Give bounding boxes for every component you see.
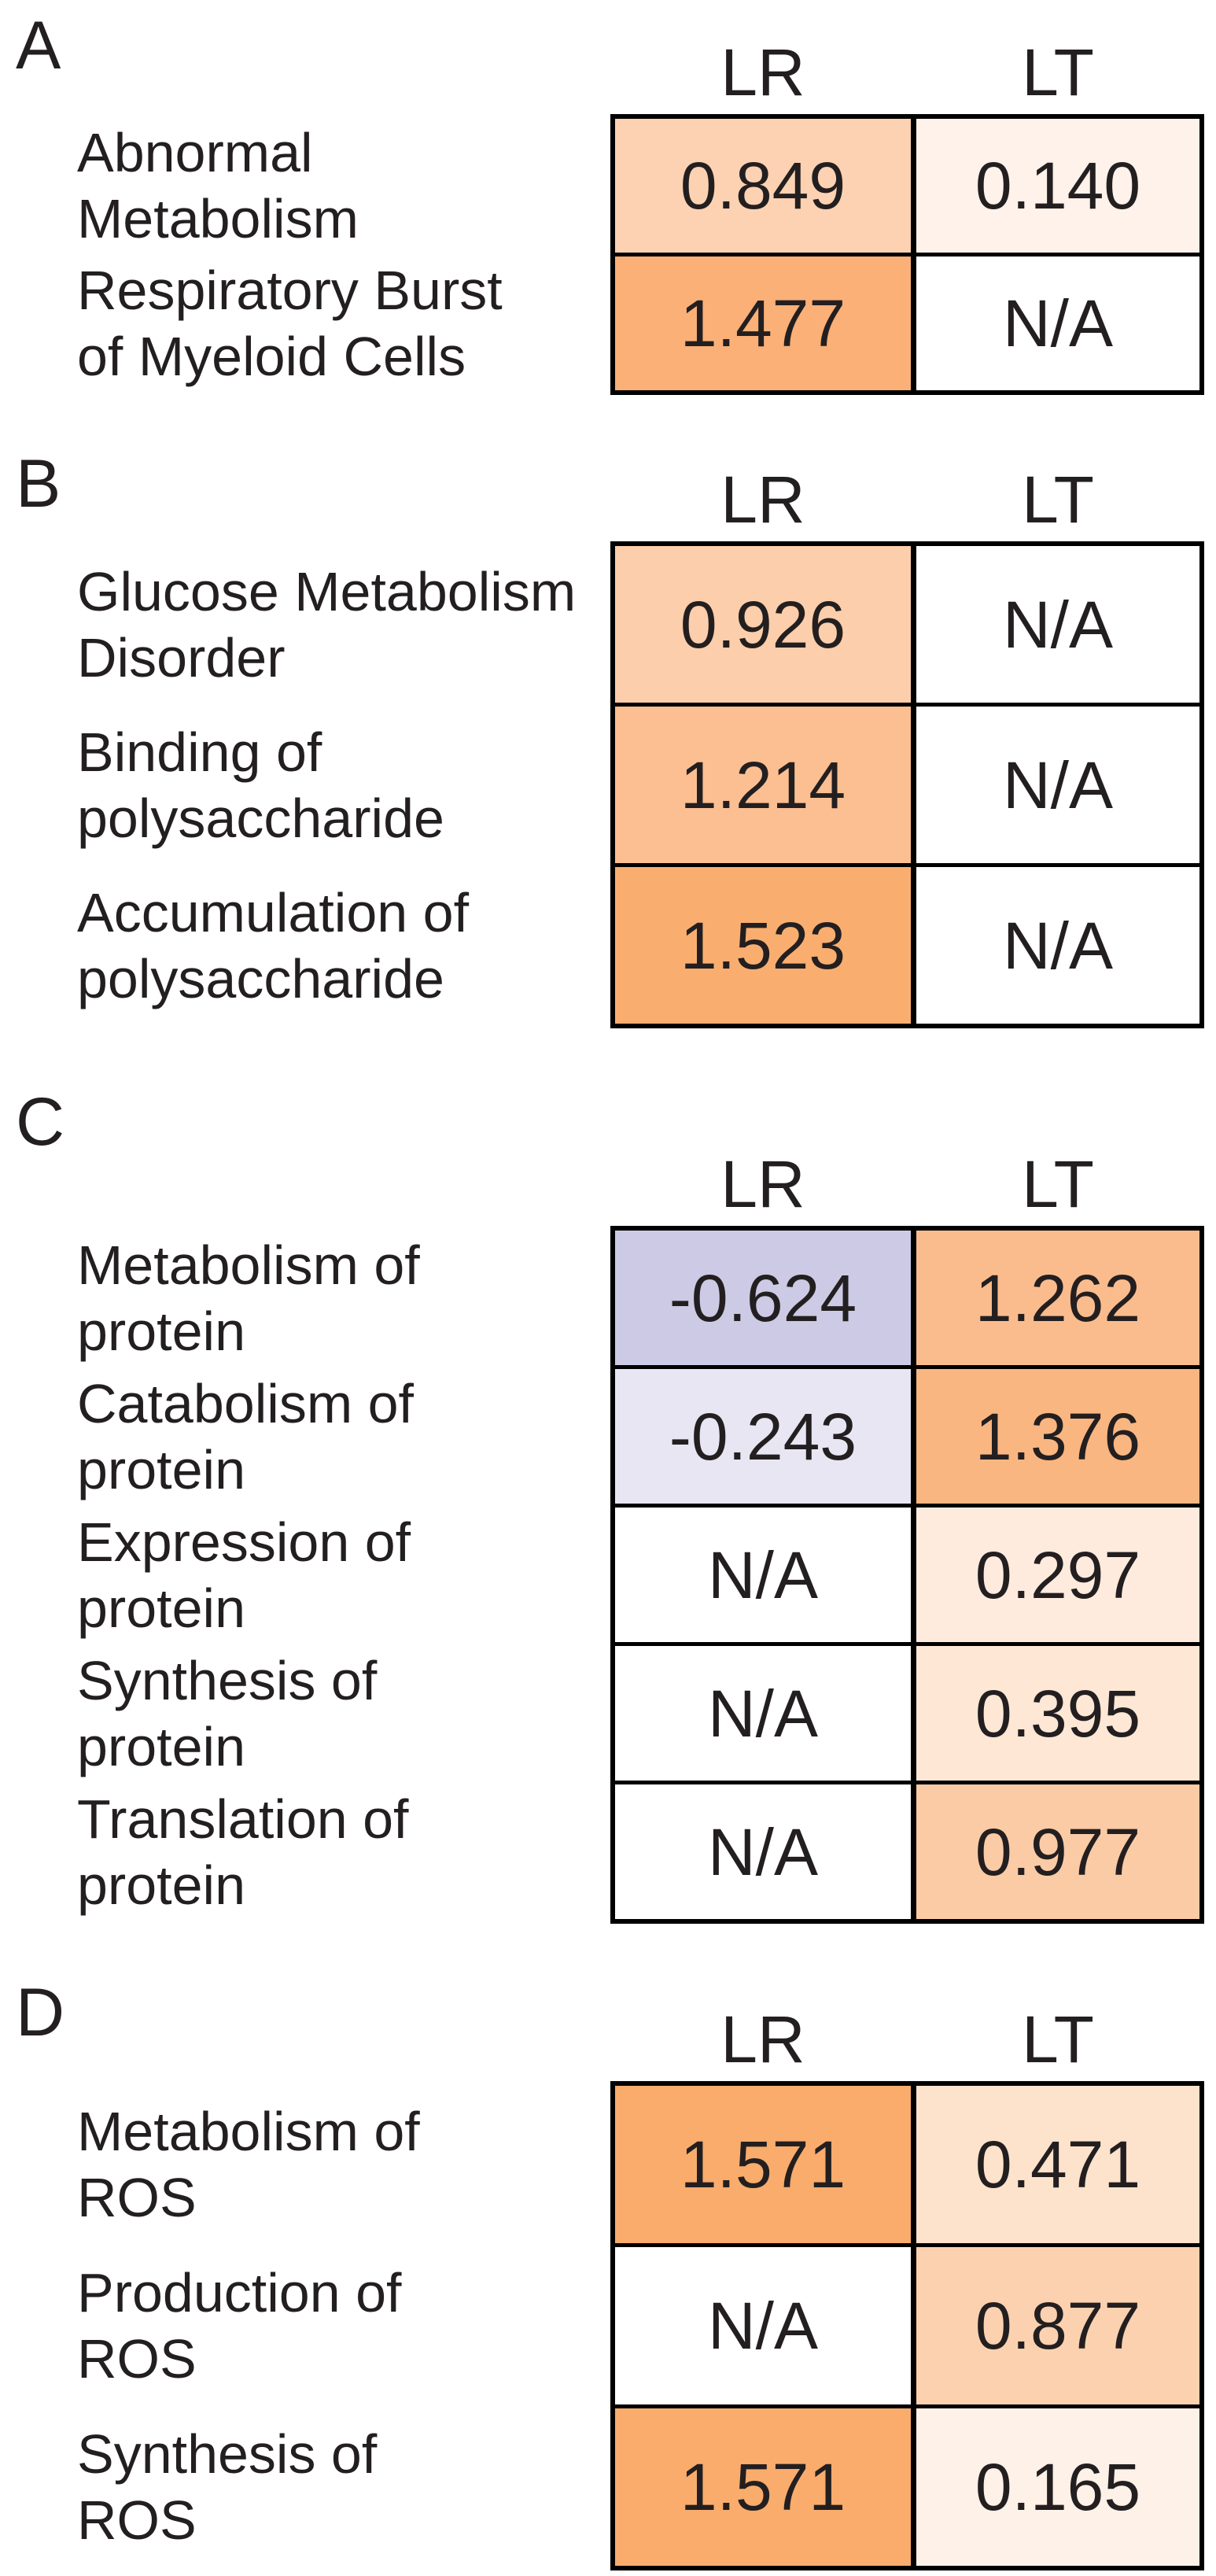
heatmap-cell: 0.849 bbox=[615, 119, 911, 253]
row-label: Metabolism of ROS bbox=[77, 2101, 420, 2228]
heatmap-cell: 0.395 bbox=[916, 1646, 1199, 1781]
heatmap-table-b: 0.926 N/A 1.214 N/A 1.523 N/A bbox=[610, 541, 1204, 1028]
heatmap-cell: 1.262 bbox=[916, 1231, 1199, 1365]
heatmap-cell: -0.243 bbox=[615, 1369, 911, 1504]
row-label: Production of ROS bbox=[77, 2262, 402, 2390]
heatmap-cell: 1.214 bbox=[615, 707, 911, 863]
heatmap-cell: N/A bbox=[615, 1508, 911, 1642]
row-label: Synthesis of protein bbox=[77, 1649, 378, 1777]
column-header-lt: LT bbox=[1022, 463, 1094, 537]
heatmap-cell: N/A bbox=[916, 546, 1199, 703]
heatmap-cell: 0.140 bbox=[916, 119, 1199, 253]
row-label: Accumulation of polysaccharide bbox=[77, 881, 470, 1009]
heatmap-table-a: 0.849 0.140 1.477 N/A bbox=[610, 114, 1204, 395]
heatmap-cell: N/A bbox=[916, 256, 1199, 390]
row-label: Binding of polysaccharide bbox=[77, 721, 444, 849]
heatmap-cell: N/A bbox=[916, 707, 1199, 863]
column-header-lr: LR bbox=[720, 1147, 805, 1221]
heatmap-cell: 0.471 bbox=[916, 2086, 1199, 2243]
heatmap-cell: N/A bbox=[615, 2247, 911, 2404]
column-header-lr: LR bbox=[720, 2002, 805, 2076]
row-label: Expression of protein bbox=[77, 1511, 411, 1639]
row-label: Synthesis of ROS bbox=[77, 2423, 378, 2551]
row-label: Translation of protein bbox=[77, 1788, 409, 1916]
heatmap-cell: N/A bbox=[615, 1646, 911, 1781]
column-header-lr: LR bbox=[720, 35, 805, 109]
column-header-lr: LR bbox=[720, 463, 805, 537]
heatmap-cell: -0.624 bbox=[615, 1231, 911, 1365]
heatmap-table-d: 1.571 0.471 N/A 0.877 1.571 0.165 bbox=[610, 2081, 1204, 2570]
column-header-lt: LT bbox=[1022, 1147, 1094, 1221]
row-label: Metabolism of protein bbox=[77, 1234, 420, 1362]
heatmap-cell: 1.477 bbox=[615, 256, 911, 390]
column-header-lt: LT bbox=[1022, 35, 1094, 109]
heatmap-cell: 0.297 bbox=[916, 1508, 1199, 1642]
heatmap-cell: 1.571 bbox=[615, 2086, 911, 2243]
heatmap-cell: 0.165 bbox=[916, 2408, 1199, 2566]
row-label: Catabolism of protein bbox=[77, 1372, 414, 1500]
panel-label-d: D bbox=[16, 1975, 65, 2050]
row-label: Respiratory Burst of Myeloid Cells bbox=[77, 260, 503, 387]
heatmap-cell: 1.523 bbox=[615, 867, 911, 1024]
heatmap-cell: N/A bbox=[615, 1784, 911, 1919]
column-header-lt: LT bbox=[1022, 2002, 1094, 2076]
panel-label-a: A bbox=[16, 8, 61, 83]
panel-label-c: C bbox=[16, 1084, 65, 1160]
heatmap-cell: 1.571 bbox=[615, 2408, 911, 2566]
heatmap-cell: 0.977 bbox=[916, 1784, 1199, 1919]
heatmap-cell: N/A bbox=[916, 867, 1199, 1024]
row-label: Abnormal Metabolism bbox=[77, 122, 359, 249]
panel-label-b: B bbox=[16, 446, 61, 522]
heatmap-cell: 0.877 bbox=[916, 2247, 1199, 2404]
row-label: Glucose Metabolism Disorder bbox=[77, 560, 577, 688]
heatmap-cell: 0.926 bbox=[615, 546, 911, 703]
heatmap-cell: 1.376 bbox=[916, 1369, 1199, 1504]
heatmap-table-c: -0.624 1.262 -0.243 1.376 N/A 0.297 N/A … bbox=[610, 1226, 1204, 1924]
